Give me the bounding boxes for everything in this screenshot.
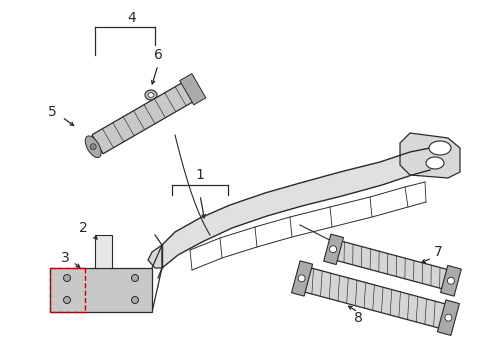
Text: 4: 4	[127, 11, 136, 25]
Ellipse shape	[425, 157, 443, 169]
Polygon shape	[399, 133, 459, 178]
Text: 5: 5	[47, 105, 56, 119]
Ellipse shape	[329, 246, 336, 253]
Ellipse shape	[131, 297, 138, 303]
FancyBboxPatch shape	[92, 82, 194, 154]
FancyBboxPatch shape	[440, 265, 460, 296]
Polygon shape	[162, 148, 429, 268]
Text: 6: 6	[153, 48, 162, 62]
Ellipse shape	[131, 275, 138, 282]
Ellipse shape	[428, 141, 450, 155]
FancyBboxPatch shape	[180, 74, 205, 105]
FancyBboxPatch shape	[291, 261, 312, 296]
Ellipse shape	[63, 297, 70, 303]
Ellipse shape	[85, 136, 101, 158]
Ellipse shape	[447, 277, 453, 284]
Text: 7: 7	[433, 245, 442, 259]
Text: 3: 3	[61, 251, 69, 265]
Polygon shape	[148, 245, 162, 268]
FancyBboxPatch shape	[323, 234, 343, 265]
Ellipse shape	[145, 90, 157, 100]
Ellipse shape	[444, 314, 451, 321]
FancyBboxPatch shape	[50, 268, 152, 312]
Text: 1: 1	[195, 168, 204, 182]
FancyBboxPatch shape	[95, 235, 112, 268]
Text: 2: 2	[79, 221, 87, 235]
Ellipse shape	[63, 275, 70, 282]
FancyBboxPatch shape	[304, 268, 445, 328]
FancyBboxPatch shape	[436, 300, 459, 336]
Ellipse shape	[148, 93, 154, 98]
FancyBboxPatch shape	[336, 241, 447, 289]
Ellipse shape	[298, 275, 305, 282]
Ellipse shape	[90, 144, 96, 150]
Text: 8: 8	[353, 311, 362, 325]
